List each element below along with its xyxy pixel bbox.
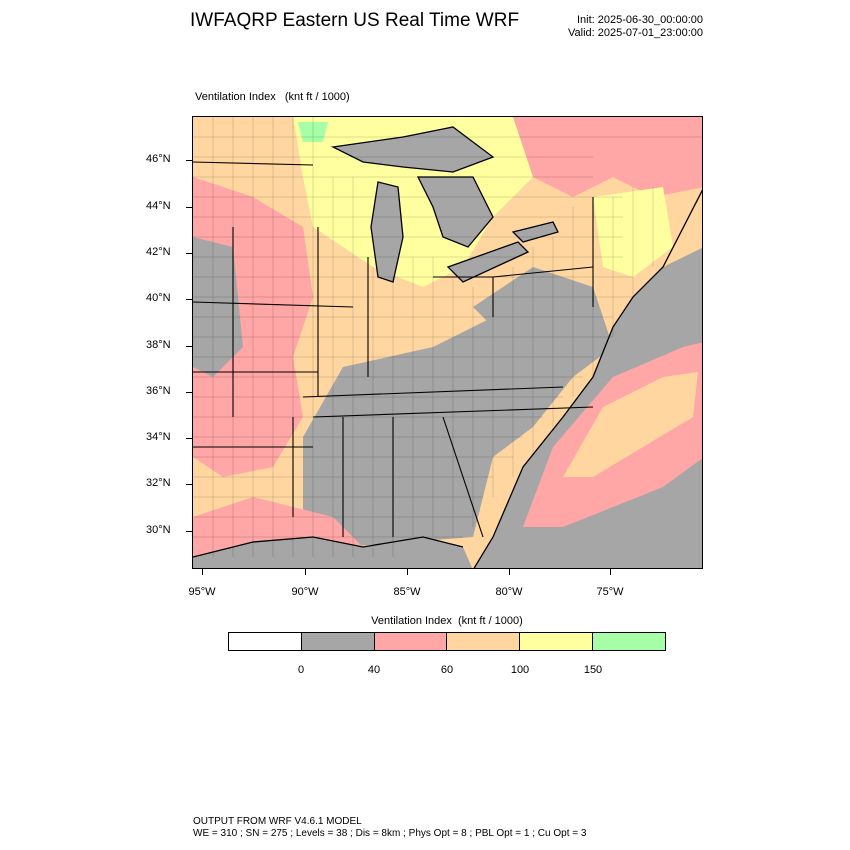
colorbar-label-150: 150	[583, 664, 603, 676]
colorbar	[228, 632, 666, 651]
lat-tick	[186, 299, 192, 300]
model-info-line2: WE = 310 ; SN = 275 ; Levels = 38 ; Dis …	[193, 828, 587, 839]
lat-label-38n: 38°N	[146, 339, 171, 351]
lat-tick	[186, 438, 192, 439]
colorbar-swatch-0-40	[301, 633, 375, 650]
coastlines	[193, 126, 702, 568]
offshore-orange-core	[563, 372, 698, 477]
gulf-of-mexico	[193, 537, 473, 568]
lat-tick	[186, 484, 192, 485]
lon-tick	[509, 569, 510, 575]
lat-label-44n: 44°N	[146, 200, 171, 212]
lat-tick	[186, 531, 192, 532]
valid-time: Valid: 2025-07-01_23:00:00	[568, 27, 703, 39]
colorbar-label-60: 60	[440, 664, 454, 676]
colorbar-title: Ventilation Index (knt ft / 1000)	[371, 615, 523, 627]
colorbar-swatch-100-150	[520, 633, 594, 650]
plot-title: IWFAQRP Eastern US Real Time WRF	[190, 10, 520, 31]
lon-tick	[305, 569, 306, 575]
lon-tick	[610, 569, 611, 575]
map-subtitle: Ventilation Index (knt ft / 1000)	[195, 91, 350, 103]
lon-label-85w: 85°W	[393, 586, 421, 598]
region-gray-appalachia	[473, 267, 613, 377]
lon-label-90w: 90°W	[291, 586, 319, 598]
region-gray-arkansas	[193, 237, 243, 377]
lat-tick	[186, 253, 192, 254]
lat-label-42n: 42°N	[146, 246, 171, 258]
init-time: Init: 2025-06-30_00:00:00	[577, 14, 703, 26]
model-info-line1: OUTPUT FROM WRF V4.6.1 MODEL	[193, 816, 362, 827]
run-times: Init: 2025-06-30_00:00:00 Valid: 2025-07…	[568, 14, 703, 40]
lat-label-34n: 34°N	[146, 431, 171, 443]
lon-label-75w: 75°W	[596, 586, 624, 598]
lat-tick	[186, 346, 192, 347]
colorbar-swatch-40-60	[374, 633, 448, 650]
colorbar-swatch-60-100	[447, 633, 521, 650]
lake-superior	[333, 127, 493, 172]
lon-tick	[202, 569, 203, 575]
ventilation-index-map	[193, 117, 702, 568]
lat-label-40n: 40°N	[146, 292, 171, 304]
colorbar-swatch-below-0	[229, 633, 302, 650]
lon-tick	[407, 569, 408, 575]
lon-label-80w: 80°W	[495, 586, 523, 598]
county-lines	[193, 117, 702, 557]
lat-label-46n: 46°N	[146, 153, 171, 165]
colorbar-label-100: 100	[510, 664, 530, 676]
lat-label-36n: 36°N	[146, 385, 171, 397]
region-gray-southeast	[303, 307, 573, 547]
lat-label-32n: 32°N	[146, 477, 171, 489]
model-info: OUTPUT FROM WRF V4.6.1 MODEL WE = 310 ; …	[193, 816, 586, 840]
colorbar-label-40: 40	[367, 664, 381, 676]
lake-huron	[418, 177, 493, 247]
lon-label-95w: 95°W	[188, 586, 216, 598]
lat-tick	[186, 392, 192, 393]
lat-label-30n: 30°N	[146, 524, 171, 536]
lat-tick	[186, 207, 192, 208]
colorbar-swatch-above-150	[593, 633, 665, 650]
lat-tick	[186, 160, 192, 161]
colorbar-label-0: 0	[297, 664, 305, 676]
map-panel	[192, 116, 703, 569]
lake-erie	[448, 242, 528, 282]
